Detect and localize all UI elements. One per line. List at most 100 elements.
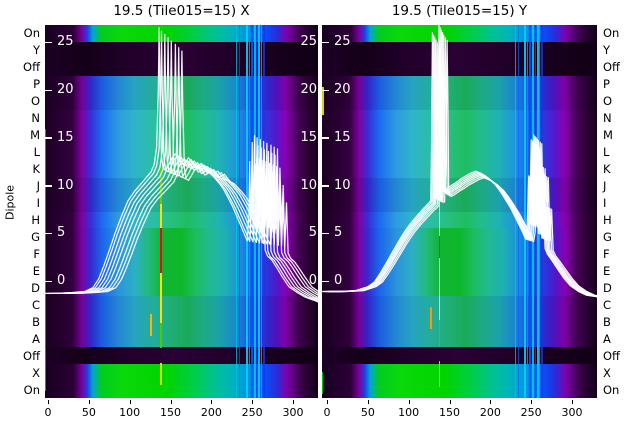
dipole-label: G bbox=[31, 229, 40, 244]
x-tick-mark bbox=[48, 400, 49, 404]
dipole-label: Off bbox=[603, 60, 620, 75]
x-tick-mark bbox=[367, 400, 369, 404]
dipole-label: On bbox=[603, 26, 620, 41]
hot-line-segment bbox=[160, 362, 162, 385]
ytick-label: 15 bbox=[57, 129, 74, 145]
edge-mark bbox=[45, 129, 46, 391]
dipole-label: Y bbox=[603, 43, 611, 58]
ytick-label: 20 bbox=[57, 82, 74, 97]
dipole-label: H bbox=[31, 212, 40, 227]
hot-line-segment bbox=[160, 204, 162, 229]
dipole-label: Y bbox=[32, 43, 40, 58]
x-tick-mark bbox=[449, 400, 451, 404]
dipole-label: Off bbox=[603, 348, 620, 363]
heatmap-row bbox=[322, 25, 597, 43]
dipole-label: X bbox=[32, 365, 40, 380]
x-tick-label: 200 bbox=[200, 406, 222, 419]
hot-line-segment bbox=[160, 323, 162, 348]
dipole-label: P bbox=[603, 77, 610, 92]
heatmap-row bbox=[45, 330, 318, 348]
dipole-label: F bbox=[33, 246, 40, 261]
dipole-label: J bbox=[603, 179, 607, 194]
ytick-label: 25 bbox=[334, 34, 351, 50]
ytick-label: 25 bbox=[57, 34, 74, 50]
ytick-mark bbox=[322, 41, 329, 44]
dipole-label: Off bbox=[23, 348, 40, 363]
heatmap-row bbox=[322, 143, 597, 162]
signal-curve bbox=[45, 27, 318, 303]
x-tick-label: 100 bbox=[119, 406, 141, 419]
x-tick-label: 150 bbox=[160, 406, 181, 419]
ytick-label: 5 bbox=[57, 225, 66, 241]
heatmap-row bbox=[322, 160, 597, 179]
ytick-mark bbox=[322, 89, 329, 91]
ytick-label: 10 bbox=[334, 177, 351, 193]
dipole-label: E bbox=[32, 263, 40, 278]
ytick-mark bbox=[45, 280, 52, 282]
x-tick-label: 50 bbox=[81, 406, 96, 419]
heatmap-row bbox=[322, 109, 597, 128]
ytick-mark bbox=[45, 185, 52, 187]
x-tick-label: 200 bbox=[479, 406, 501, 419]
heatmap-row bbox=[45, 364, 318, 382]
dipole-label: N bbox=[603, 111, 612, 126]
panel-title-x: 19.5 (Tile015=15) X bbox=[113, 3, 250, 19]
edge-mark bbox=[322, 371, 323, 395]
ytick-label: 0 bbox=[334, 273, 343, 288]
x-tick-label: 300 bbox=[282, 406, 304, 419]
heatmap-row bbox=[45, 143, 318, 162]
dipole-label: L bbox=[33, 145, 40, 160]
x-tick-mark bbox=[129, 400, 131, 404]
heatmap-row bbox=[322, 126, 597, 145]
x-tick-label: 0 bbox=[323, 406, 331, 419]
ytick-label-right: 10 bbox=[300, 177, 317, 193]
ytick-mark bbox=[45, 41, 52, 44]
ytick-mark bbox=[322, 137, 329, 139]
heatmap-row bbox=[45, 245, 318, 263]
ytick-mark bbox=[45, 137, 52, 139]
ytick-mark bbox=[45, 232, 52, 235]
dipole-label: M bbox=[30, 128, 40, 143]
dipole-label: B bbox=[32, 314, 40, 329]
dipole-label: C bbox=[31, 297, 40, 312]
heatmap-row bbox=[322, 347, 597, 365]
heatmap-row bbox=[45, 109, 318, 128]
heatmap-row bbox=[322, 313, 597, 331]
ytick-label: 5 bbox=[334, 225, 343, 241]
ytick-label-right: 5 bbox=[308, 225, 317, 241]
dipole-label: A bbox=[32, 331, 40, 346]
panel-title-y: 19.5 (Tile015=15) Y bbox=[391, 3, 528, 19]
x-tick-label: 300 bbox=[561, 406, 583, 419]
dipole-label: G bbox=[603, 229, 612, 244]
signal-curves-svg bbox=[322, 25, 597, 298]
hot-line-segment bbox=[438, 360, 441, 387]
dipole-label: D bbox=[603, 280, 612, 295]
dipole-label: E bbox=[603, 263, 611, 278]
heatmap-row bbox=[322, 92, 597, 111]
heatmap-row bbox=[322, 381, 597, 398]
x-tick-mark bbox=[252, 400, 254, 404]
heatmap-row bbox=[322, 58, 597, 77]
x-tick-label: 50 bbox=[360, 406, 375, 419]
ytick-label: 15 bbox=[334, 129, 351, 145]
dipole-label: K bbox=[603, 162, 611, 177]
heatmap-panel-Y: 25 20 15 10 5 0 bbox=[322, 25, 597, 398]
x-tick-mark bbox=[211, 400, 213, 404]
dipole-label: H bbox=[603, 212, 612, 227]
x-tick-mark bbox=[408, 400, 410, 404]
heatmap-row bbox=[322, 296, 597, 314]
ytick-mark bbox=[322, 280, 329, 282]
x-tick-label: 250 bbox=[241, 406, 263, 419]
heatmap-row bbox=[45, 347, 318, 365]
signal-curve bbox=[328, 37, 597, 297]
heatmap-panel-X: 25 25 20 20 15 15 10 10 5 5 0 0 bbox=[45, 25, 318, 398]
hot-line-dash bbox=[430, 306, 432, 329]
heatmap-row bbox=[322, 330, 597, 348]
dipole-label: On bbox=[603, 382, 620, 397]
ytick-label: 10 bbox=[57, 177, 74, 193]
heatmap-row bbox=[322, 364, 597, 382]
dipole-label: A bbox=[603, 331, 611, 346]
signal-curve bbox=[61, 43, 318, 296]
heatmap-row bbox=[45, 381, 318, 398]
ytick-label-right: 15 bbox=[300, 129, 317, 145]
